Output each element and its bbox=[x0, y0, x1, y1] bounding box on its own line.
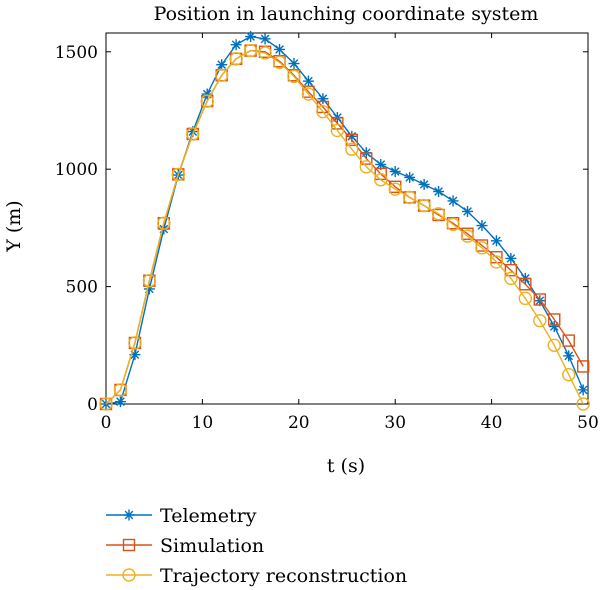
data-point bbox=[258, 46, 272, 60]
data-point bbox=[548, 321, 560, 333]
data-point bbox=[548, 313, 561, 326]
data-point bbox=[243, 43, 258, 58]
data-point bbox=[446, 217, 460, 232]
data-point bbox=[417, 198, 431, 213]
data-point bbox=[128, 336, 142, 350]
data-point bbox=[99, 397, 113, 411]
data-point bbox=[345, 133, 359, 147]
y-tick-label: 500 bbox=[66, 278, 98, 298]
series-layer bbox=[99, 31, 590, 411]
data-point bbox=[259, 33, 271, 45]
series-line bbox=[105, 49, 584, 405]
data-point bbox=[577, 384, 589, 396]
data-point bbox=[229, 52, 243, 66]
data-point bbox=[518, 291, 533, 306]
data-point bbox=[230, 39, 242, 51]
data-point bbox=[214, 68, 229, 82]
y-tick-label: 0 bbox=[87, 395, 98, 415]
data-point bbox=[272, 55, 287, 70]
data-point bbox=[301, 87, 316, 101]
data-point bbox=[157, 216, 171, 230]
legend-item: Telemetry bbox=[106, 505, 257, 527]
data-point bbox=[388, 182, 402, 196]
x-tick-label: 20 bbox=[288, 413, 310, 433]
legend-label: Simulation bbox=[160, 535, 264, 557]
data-point bbox=[519, 278, 532, 291]
data-point bbox=[460, 229, 475, 243]
legend-label: Telemetry bbox=[160, 505, 257, 527]
data-point bbox=[562, 334, 575, 347]
chart-title: Position in launching coordinate system bbox=[154, 3, 539, 25]
data-point bbox=[504, 271, 518, 286]
data-point bbox=[418, 178, 430, 190]
y-tick-label: 1000 bbox=[55, 160, 98, 180]
data-point bbox=[288, 58, 300, 70]
data-point bbox=[402, 190, 417, 205]
data-point bbox=[200, 94, 214, 108]
legend-marker bbox=[122, 538, 136, 552]
data-point bbox=[576, 397, 590, 411]
data-point bbox=[374, 173, 388, 187]
series-square bbox=[99, 44, 590, 411]
x-tick-label: 0 bbox=[101, 413, 112, 433]
x-tick-label: 40 bbox=[481, 413, 503, 433]
data-point bbox=[389, 166, 401, 178]
data-point bbox=[563, 350, 575, 362]
data-point bbox=[562, 367, 576, 382]
data-point bbox=[142, 274, 157, 288]
legend: Telemetry Simulation Trajectory reconstruc… bbox=[106, 505, 407, 587]
data-point bbox=[447, 195, 459, 207]
data-point bbox=[216, 59, 228, 71]
data-point bbox=[490, 235, 502, 247]
data-point bbox=[475, 241, 489, 255]
data-point bbox=[359, 160, 373, 174]
data-point bbox=[360, 152, 373, 165]
x-tick-label: 30 bbox=[384, 413, 406, 433]
data-point bbox=[476, 220, 488, 232]
series-line bbox=[105, 35, 584, 405]
x-tick-label: 10 bbox=[192, 413, 214, 433]
plot-area bbox=[105, 32, 589, 405]
data-point bbox=[302, 75, 314, 87]
data-point bbox=[433, 185, 445, 197]
data-point bbox=[274, 43, 286, 55]
x-tick-label: 50 bbox=[577, 413, 599, 433]
data-point bbox=[533, 293, 546, 306]
data-point bbox=[113, 383, 128, 397]
data-point bbox=[114, 396, 126, 408]
series-asterisk bbox=[100, 31, 589, 410]
data-point bbox=[171, 167, 186, 182]
y-axis-label: Y (m) bbox=[3, 200, 25, 252]
legend-item: Trajectory reconstruction bbox=[106, 565, 407, 587]
data-point bbox=[330, 123, 345, 138]
data-point bbox=[462, 205, 473, 217]
legend-marker bbox=[123, 509, 135, 521]
data-point bbox=[186, 127, 200, 141]
y-tick-label: 1500 bbox=[55, 43, 98, 63]
series-circle bbox=[99, 43, 590, 411]
data-point bbox=[505, 252, 517, 264]
legend-label: Trajectory reconstruction bbox=[160, 565, 407, 587]
data-point bbox=[345, 142, 359, 156]
data-point bbox=[576, 360, 590, 373]
legend-marker bbox=[122, 568, 136, 582]
data-point bbox=[533, 313, 547, 328]
data-point bbox=[547, 338, 561, 352]
x-axis-label: t (s) bbox=[327, 455, 365, 477]
data-point bbox=[504, 263, 518, 277]
legend-item: Simulation bbox=[106, 535, 264, 557]
data-point bbox=[316, 104, 330, 119]
data-point bbox=[431, 207, 446, 221]
data-point bbox=[489, 255, 504, 269]
series-line bbox=[105, 49, 584, 405]
data-point bbox=[404, 171, 416, 183]
data-point bbox=[245, 31, 257, 43]
data-point bbox=[287, 69, 301, 84]
